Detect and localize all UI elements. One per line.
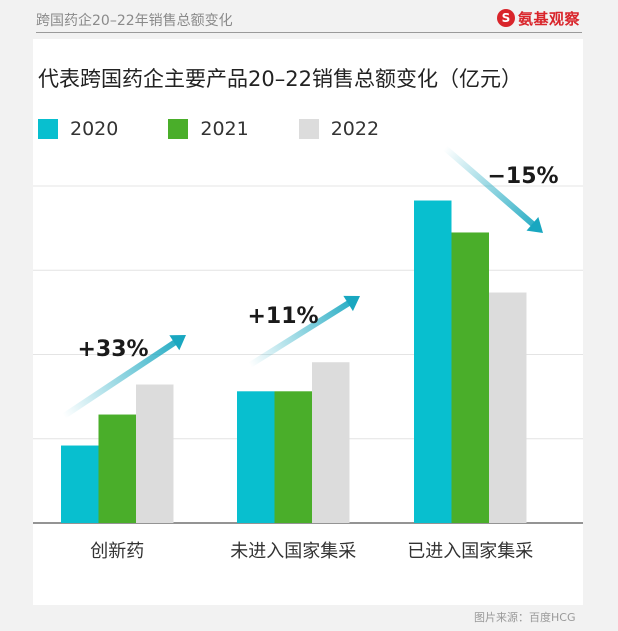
caption-divider xyxy=(36,32,582,33)
trend-arrow-shaft xyxy=(247,300,352,368)
category-label: 未进入国家集采 xyxy=(230,541,356,562)
legend-item-2022: 2022 xyxy=(298,118,380,140)
category-label: 创新药 xyxy=(90,541,144,562)
bar-2021-3 xyxy=(451,232,489,523)
legend-label-2022: 2022 xyxy=(330,118,380,140)
category-label: 已进入国家集采 xyxy=(407,541,533,562)
trend-arrow-shaft xyxy=(61,339,178,419)
legend-label-2021: 2021 xyxy=(200,118,249,140)
chart-legend: 2020 2021 2022 xyxy=(38,118,429,140)
page-caption: 跨国药企20–22年销售总额变化 xyxy=(36,13,233,29)
bar-2021-1 xyxy=(98,414,136,523)
brand-name: 氨基观察 xyxy=(518,9,581,28)
legend-swatch-2020 xyxy=(38,119,58,139)
trend-arrow-head xyxy=(526,217,543,233)
legend-swatch-2022 xyxy=(298,119,319,139)
bar-2022-3 xyxy=(489,292,527,523)
bar-2021-2 xyxy=(274,391,312,523)
trend-arrow-head xyxy=(169,335,186,351)
brand-icon: S xyxy=(497,9,515,27)
legend-item-2020: 2020 xyxy=(38,118,118,140)
bar-2020-2 xyxy=(237,391,275,523)
legend-label-2020: 2020 xyxy=(70,118,119,140)
bar-2020-1 xyxy=(61,445,99,523)
bar-2022-1 xyxy=(136,384,174,523)
bar-2022-2 xyxy=(312,362,350,523)
brand-logo: S 氨基观察 xyxy=(497,7,580,29)
image-source: 图片来源：百度HCG xyxy=(474,611,576,624)
change-label: +11% xyxy=(247,304,318,329)
trend-arrow-head xyxy=(343,295,360,312)
bar-2020-3 xyxy=(414,200,452,523)
change-label: −15% xyxy=(487,164,558,189)
chart-title: 代表跨国药企主要产品20–22销售总额变化（亿元） xyxy=(38,67,522,91)
legend-swatch-2021 xyxy=(168,119,189,139)
legend-item-2021: 2021 xyxy=(168,118,249,140)
trend-arrow-shaft xyxy=(442,145,536,227)
change-label: +33% xyxy=(77,337,148,362)
